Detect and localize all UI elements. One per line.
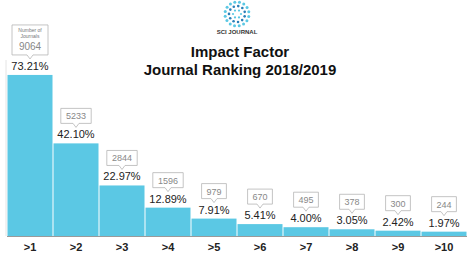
x-tick-label: >10 <box>435 241 454 253</box>
logo-dot <box>238 24 241 27</box>
logo-dot <box>229 8 232 11</box>
count-label: 244 <box>436 200 451 210</box>
count-label: 300 <box>390 199 405 209</box>
x-tick-label: >5 <box>208 241 221 253</box>
logo-dot <box>233 24 236 27</box>
bars <box>8 75 467 236</box>
logo-dot <box>243 11 246 14</box>
callout <box>294 192 319 211</box>
x-tick-label: >2 <box>70 241 83 253</box>
logo-dot <box>241 19 244 22</box>
data-label: 42.10% <box>57 128 95 140</box>
count-label: 9064 <box>19 41 42 52</box>
count-label: 5233 <box>66 111 86 121</box>
logo-dot <box>229 17 232 20</box>
x-tick-label: >4 <box>162 241 175 253</box>
bar <box>284 227 329 236</box>
logo-dot <box>228 13 231 16</box>
x-tick-label: >1 <box>24 241 37 253</box>
callout <box>432 197 457 216</box>
logo-dot <box>237 21 240 24</box>
bar <box>238 224 283 236</box>
data-label: 2.42% <box>382 216 413 228</box>
count-label: 378 <box>344 197 359 207</box>
data-label: 3.05% <box>336 214 367 226</box>
bar <box>376 231 421 236</box>
callout <box>61 108 91 127</box>
callout <box>107 150 137 169</box>
logo-dot <box>224 10 227 13</box>
x-axis-line <box>7 236 467 237</box>
count-label: 495 <box>298 195 313 205</box>
callout <box>248 189 273 208</box>
logo-dot <box>225 19 228 22</box>
bar <box>192 219 237 236</box>
x-tick-label: >6 <box>254 241 267 253</box>
logo-dot <box>234 16 236 18</box>
logo-dot <box>242 23 245 26</box>
logo-dot <box>243 15 246 18</box>
callout <box>153 173 183 192</box>
logo-dot <box>232 13 234 15</box>
logo-dot <box>245 19 248 22</box>
logo-dot <box>241 7 244 10</box>
bar <box>8 75 53 236</box>
callout <box>340 194 365 213</box>
subtitle: Journal Ranking 2018/2019 <box>144 61 337 78</box>
logo-dot <box>247 15 250 18</box>
labels: 73.21% Number ofJournals 9064 >1 42.10% 5233 >… <box>11 25 459 253</box>
title: Impact Factor <box>191 43 290 60</box>
logo-dot <box>238 1 241 4</box>
data-label: 5.41% <box>244 209 275 221</box>
data-label: 12.89% <box>149 193 187 205</box>
logo-dot <box>226 6 229 9</box>
x-tick-label: >9 <box>392 241 405 253</box>
logo-dot <box>238 16 240 18</box>
x-tick-label: >8 <box>346 241 359 253</box>
data-label: 4.00% <box>290 212 321 224</box>
y-axis-line <box>6 60 7 236</box>
logo-dot <box>247 10 250 13</box>
logo-dot <box>232 20 235 23</box>
x-tick-label: >3 <box>116 241 129 253</box>
count-label: 2844 <box>112 153 132 163</box>
bar <box>146 208 191 236</box>
x-tick-label: >7 <box>300 241 313 253</box>
callout <box>386 196 411 215</box>
logo-dot <box>246 6 249 9</box>
logo-dot <box>224 15 227 18</box>
bar <box>422 232 467 236</box>
data-label: 22.97% <box>103 170 141 182</box>
logo <box>224 1 251 28</box>
counts-label: Number ofJournals <box>18 27 42 39</box>
callout <box>12 25 48 59</box>
logo-dot <box>238 9 240 11</box>
count-label: 1596 <box>158 176 178 186</box>
count-label: 979 <box>206 187 221 197</box>
logo-dot <box>233 1 236 4</box>
brand: SCI JOURNAL <box>217 29 258 35</box>
logo-dot <box>229 2 232 5</box>
callout <box>202 184 227 203</box>
logo-dot <box>242 3 245 6</box>
data-label: 73.21% <box>11 60 49 72</box>
count-label: 670 <box>252 192 267 202</box>
logo-dot <box>234 9 236 11</box>
bar <box>100 185 145 236</box>
logo-dot <box>232 5 235 8</box>
bar <box>330 229 375 236</box>
data-label: 1.97% <box>428 217 459 229</box>
chart: SCI JOURNAL Impact FactorJournal Ranking … <box>0 0 474 259</box>
logo-dot <box>240 13 242 15</box>
logo-dot <box>229 22 232 25</box>
counts-label-line: Journals <box>21 33 40 39</box>
bar <box>54 143 99 236</box>
logo-dot <box>237 5 240 8</box>
data-label: 7.91% <box>198 204 229 216</box>
